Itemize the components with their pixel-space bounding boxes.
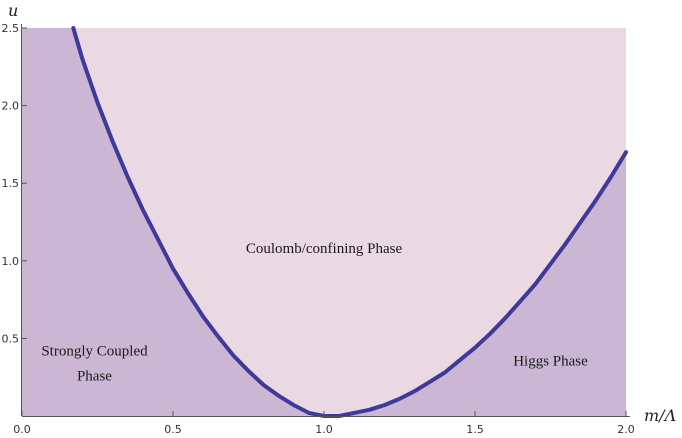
x-ticks: 0.0 0.5 1.0 1.5 2.0 — [13, 411, 635, 436]
y-ticks: 0.5 1.0 1.5 2.0 2.5 — [2, 22, 27, 345]
x-tick-label: 1.0 — [315, 423, 333, 436]
y-axis-label: u — [8, 1, 18, 20]
x-tick-label: 2.0 — [617, 423, 635, 436]
y-tick-label: 1.0 — [2, 255, 20, 268]
y-tick-label: 2.0 — [2, 100, 20, 113]
strongly-coupled-label-line1: Strongly Coupled — [41, 344, 148, 360]
higgs-phase-label: Higgs Phase — [513, 354, 588, 370]
x-tick-label: 1.5 — [466, 423, 484, 436]
x-tick-label: 0.0 — [13, 423, 31, 436]
x-tick-label: 0.5 — [164, 423, 182, 436]
coulomb-region-fill — [73, 28, 627, 416]
y-tick-label: 2.5 — [2, 22, 20, 35]
y-tick-label: 0.5 — [2, 332, 20, 345]
y-tick-label: 1.5 — [2, 177, 20, 190]
phase-boundary-curve — [71, 26, 628, 418]
x-axis-label: m/Λ — [644, 406, 676, 425]
strongly-coupled-label-line2: Phase — [77, 369, 112, 385]
coulomb-phase-label: Coulomb/confining Phase — [246, 241, 403, 257]
